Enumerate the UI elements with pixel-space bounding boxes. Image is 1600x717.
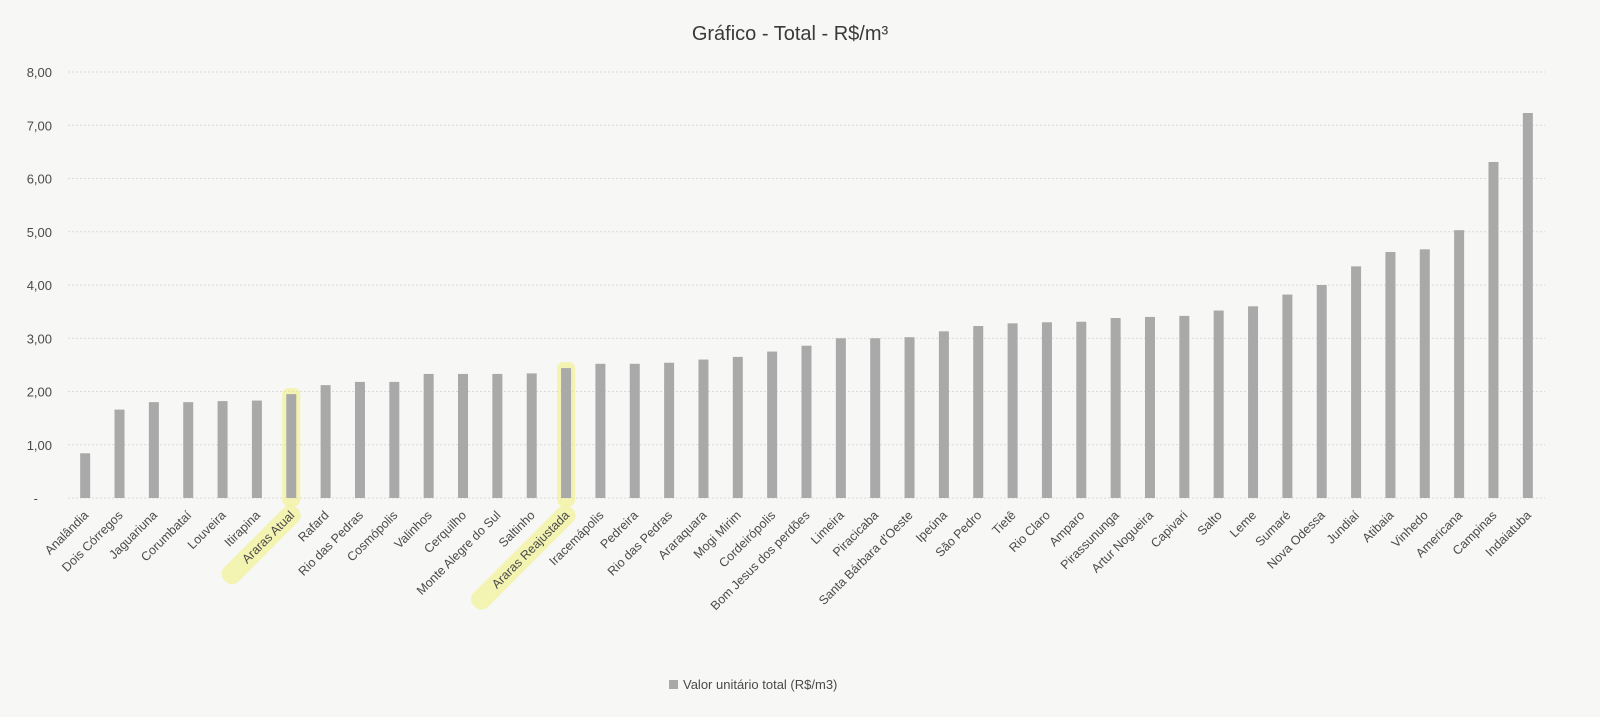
- bar: [732, 356, 743, 498]
- bar: [629, 363, 640, 498]
- bar: [1454, 230, 1465, 498]
- bar: [1110, 318, 1121, 498]
- bar: [1385, 251, 1396, 498]
- bar: [1213, 310, 1224, 498]
- bar: [767, 351, 778, 498]
- y-tick-label: 5,00: [27, 225, 52, 240]
- bar: [526, 373, 537, 498]
- y-tick-label: 4,00: [27, 278, 52, 293]
- y-tick-label: 6,00: [27, 172, 52, 187]
- bar: [835, 338, 846, 498]
- bar: [217, 401, 228, 498]
- highlight-label-marker: [470, 505, 576, 610]
- bar: [1076, 321, 1087, 498]
- y-tick-label: 2,00: [27, 385, 52, 400]
- bar: [561, 368, 572, 498]
- y-tick-label: 3,00: [27, 331, 52, 346]
- bar: [389, 381, 400, 498]
- bar: [1419, 249, 1430, 498]
- legend-swatch: [669, 680, 678, 689]
- bar: [595, 363, 606, 498]
- bar: [183, 402, 194, 498]
- bar: [286, 394, 297, 498]
- bar: [1316, 285, 1327, 498]
- bar: [1007, 323, 1018, 498]
- bar: [354, 381, 365, 498]
- bar: [1248, 306, 1259, 498]
- bar: [1144, 316, 1155, 498]
- bar: [1282, 294, 1293, 498]
- bar: [973, 326, 984, 498]
- bar: [458, 373, 469, 498]
- y-tick-label: 1,00: [27, 438, 52, 453]
- bar: [1041, 322, 1052, 498]
- bar: [904, 337, 915, 498]
- bar: [80, 453, 91, 498]
- bar: [938, 331, 949, 498]
- bar: [423, 373, 434, 498]
- bar: [320, 385, 331, 498]
- bar: [148, 402, 159, 498]
- bar: [801, 345, 812, 498]
- highlight-label-marker: [221, 505, 301, 585]
- bar: [870, 338, 881, 498]
- bar: [114, 409, 125, 498]
- y-tick-label: 7,00: [27, 118, 52, 133]
- bar: [1351, 266, 1362, 498]
- bar: [698, 359, 709, 498]
- bar: [1488, 161, 1499, 498]
- bar: [251, 400, 262, 498]
- bar: [492, 373, 503, 498]
- bar: [664, 362, 675, 498]
- bar: [1179, 315, 1190, 498]
- bar: [1522, 113, 1533, 498]
- y-tick-label: -: [34, 491, 38, 506]
- chart-title: Gráfico - Total - R$/m³: [692, 23, 889, 45]
- bars: [80, 113, 1533, 498]
- legend: Valor unitário total (R$/m3): [669, 677, 837, 692]
- y-axis-ticks: - 1,00 2,00 3,00 4,00 5,00 6,00 7,00 8,00: [27, 65, 52, 506]
- legend-label: Valor unitário total (R$/m3): [683, 677, 837, 692]
- y-tick-label: 8,00: [27, 65, 52, 80]
